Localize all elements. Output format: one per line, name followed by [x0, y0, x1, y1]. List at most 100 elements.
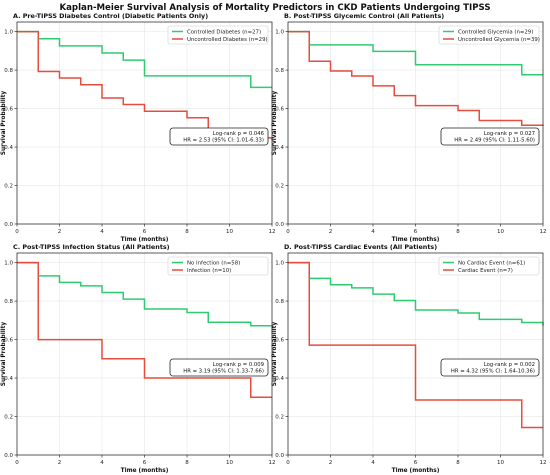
x-tick-label: 2 [58, 460, 62, 466]
stats-box [169, 127, 269, 146]
legend-label: Uncontrolled Diabetes (n=29) [187, 37, 268, 43]
y-tick-label: 0.6 [275, 107, 284, 113]
y-tick-label: 0.4 [4, 145, 13, 151]
legend-box [438, 25, 540, 45]
y-tick-label: 0.2 [275, 415, 284, 421]
x-tick-label: 12 [540, 460, 547, 466]
x-tick-label: 0 [286, 460, 290, 466]
x-tick-label: 8 [456, 460, 460, 466]
x-tick-label: 0 [286, 229, 290, 235]
x-tick-label: 2 [58, 229, 62, 235]
x-tick-label: 2 [329, 460, 333, 466]
panel-title: A. Pre-TIPSS Diabetes Control (Diabetic … [13, 12, 208, 20]
x-tick-label: 8 [185, 460, 189, 466]
y-tick-label: 0.0 [4, 222, 13, 228]
x-tick-label: 2 [329, 229, 333, 235]
x-axis-label: Time (months) [121, 237, 169, 243]
legend-label: No Infection (n=58) [187, 261, 240, 267]
y-tick-label: 1.0 [275, 30, 284, 36]
x-tick-label: 10 [226, 229, 233, 235]
x-tick-label: 8 [185, 229, 189, 235]
y-tick-label: 0.6 [4, 338, 13, 344]
y-tick-label: 0.6 [4, 107, 13, 113]
y-tick-label: 0.2 [4, 415, 13, 421]
stats-box [440, 127, 540, 146]
stats-line: HR = 3.19 (95% CI: 1.33-7.66) [183, 369, 264, 375]
x-axis-label: Time (months) [121, 468, 169, 474]
series-line-1 [17, 30, 272, 89]
legend-box [438, 256, 540, 276]
y-tick-label: 0.8 [275, 68, 284, 74]
x-tick-label: 0 [15, 460, 19, 466]
stats-line: Log-rank p = 0.009 [213, 362, 264, 368]
series-line-2 [288, 261, 543, 429]
x-tick-label: 8 [456, 229, 460, 235]
y-tick-label: 0.2 [275, 184, 284, 190]
stats-box [169, 358, 269, 377]
x-tick-label: 4 [100, 229, 104, 235]
x-tick-label: 12 [269, 229, 276, 235]
y-tick-label: 0.2 [4, 184, 13, 190]
chart-panel-3: 0 2 4 6 8 10 12 0.0 0.2 0.4 0.6 0.8 1.0 C. Post-TIPSS… [1, 243, 276, 474]
stats-line: HR = 4.32 (95% CI: 1.64-10.36) [451, 369, 535, 375]
legend: No Cardiac Event (n=61)Cardiac Event (n=… [438, 256, 540, 276]
legend-box [167, 256, 269, 276]
y-axis-label: Survival Probability [272, 322, 278, 387]
x-tick-label: 6 [143, 460, 147, 466]
legend-label: Cardiac Event (n=7) [458, 268, 513, 274]
legend-label: Infection (n=10) [187, 268, 231, 274]
stats-line: Log-rank p = 0.027 [484, 131, 535, 137]
x-tick-label: 4 [371, 229, 375, 235]
legend-label: Controlled Diabetes (n=27) [187, 30, 261, 36]
legend: Controlled Diabetes (n=27)Uncontrolled D… [167, 25, 269, 45]
x-axis-label: Time (months) [392, 468, 440, 474]
legend-label: No Cardiac Event (n=61) [458, 261, 525, 267]
x-tick-label: 10 [226, 460, 233, 466]
legend-box [167, 25, 269, 45]
stats-line: Log-rank p = 0.002 [484, 362, 535, 368]
y-tick-label: 0.6 [275, 338, 284, 344]
series-line-2 [17, 261, 272, 399]
stats-line: HR = 2.49 (95% CI: 1.11-5.60) [454, 138, 535, 144]
legend: No Infection (n=58)Infection (n=10) [167, 256, 269, 276]
y-tick-label: 0.0 [275, 453, 284, 459]
x-tick-label: 4 [100, 460, 104, 466]
y-tick-label: 0.0 [4, 453, 13, 459]
stats-line: Log-rank p = 0.046 [213, 131, 265, 137]
legend: Controlled Glycemia (n=29)Uncontrolled G… [438, 25, 540, 45]
stats-line: HR = 2.53 (95% CI: 1.01-6.33) [183, 138, 264, 144]
y-tick-label: 0.0 [275, 222, 284, 228]
legend-label: Controlled Glycemia (n=29) [458, 30, 533, 36]
panel-title: D. Post-TIPSS Cardiac Events (All Patien… [284, 243, 437, 251]
y-axis-label: Survival Probability [1, 322, 7, 387]
x-tick-label: 0 [15, 229, 19, 235]
x-tick-label: 12 [269, 460, 276, 466]
y-tick-label: 1.0 [4, 30, 13, 36]
panel-title: C. Post-TIPSS Infection Status (All Pati… [13, 243, 170, 251]
figure-title: Kaplan-Meier Survival Analysis of Mortal… [59, 3, 491, 13]
stats-box [440, 358, 540, 377]
chart-panel-2: 0 2 4 6 8 10 120.00.20.40.60.81.0B. Post-TIPSS… [272, 12, 547, 243]
y-tick-label: 0.4 [4, 376, 13, 382]
x-tick-label: 6 [143, 229, 147, 235]
x-tick-label: 6 [414, 460, 418, 466]
series-line-1 [288, 261, 544, 326]
y-tick-label: 0.8 [4, 68, 13, 74]
chart-panel-1: 0 2 4 6 8 10 12 0.0 0.2 0.4 0.6 0.8 1.0 A. Pre-TIPSS … [1, 12, 276, 243]
x-tick-label: 10 [497, 229, 504, 235]
y-axis-label: Survival Probability [1, 91, 7, 156]
y-tick-label: 1.0 [4, 261, 13, 267]
y-tick-label: 0.8 [4, 299, 13, 305]
x-tick-label: 12 [540, 229, 547, 235]
series-line-1 [17, 261, 273, 327]
y-tick-label: 1.0 [275, 261, 284, 267]
chart-panel-4: 0 2 4 6 8 10 120.00.20.40.60.81.0D. Post-TIPSS… [272, 243, 547, 474]
x-tick-label: 10 [497, 460, 504, 466]
y-axis-label: Survival Probability [272, 91, 278, 156]
x-tick-label: 6 [414, 229, 418, 235]
